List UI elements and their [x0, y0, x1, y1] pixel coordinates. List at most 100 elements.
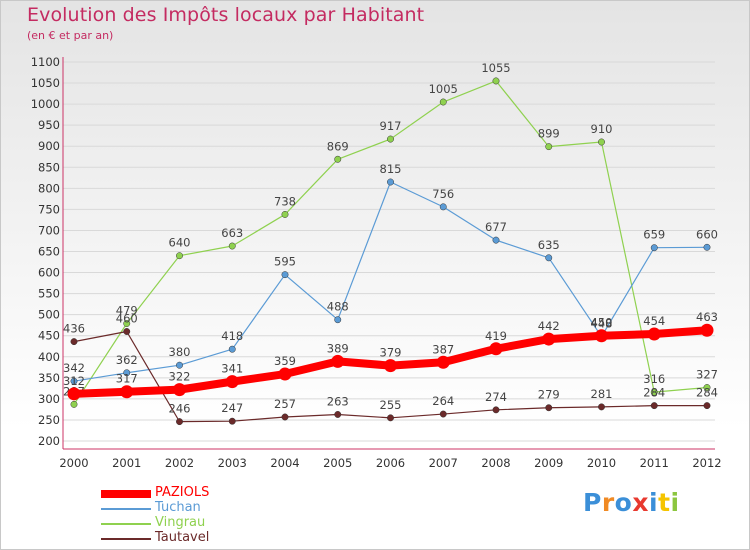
data-point	[334, 411, 342, 418]
data-label: 635	[538, 238, 560, 252]
x-tick-label: 2000	[59, 456, 88, 470]
logo-letter: t	[658, 488, 671, 517]
legend-label: Tuchan	[155, 500, 201, 515]
data-point	[123, 320, 131, 327]
y-tick-label: 450	[38, 329, 60, 343]
data-point	[331, 354, 345, 368]
data-label: 677	[485, 220, 507, 234]
data-point	[173, 383, 186, 397]
data-point	[123, 328, 131, 335]
data-label: 899	[538, 127, 560, 141]
x-tick-label: 2011	[640, 456, 669, 470]
data-point	[703, 402, 711, 410]
y-tick-label: 400	[38, 350, 60, 364]
data-point	[489, 342, 503, 356]
data-point	[492, 406, 500, 414]
data-point	[70, 377, 78, 385]
data-label: 327	[696, 368, 718, 382]
data-label: 660	[696, 227, 718, 241]
y-tick-label: 850	[38, 160, 60, 174]
data-point	[120, 385, 134, 399]
y-tick-label: 750	[38, 202, 60, 216]
data-label: 463	[696, 310, 718, 324]
logo-letter: i	[649, 488, 659, 517]
y-tick-label: 950	[38, 118, 60, 132]
data-label: 738	[274, 194, 296, 208]
logo-letter: i	[670, 488, 680, 517]
y-tick-label: 1050	[31, 76, 60, 90]
x-tick-label: 2006	[376, 456, 405, 470]
data-label: 659	[643, 228, 665, 242]
data-point	[647, 327, 661, 341]
legend-item: Tuchan	[101, 500, 261, 516]
y-tick-label: 250	[38, 413, 60, 427]
data-label: 389	[327, 341, 349, 355]
data-point	[281, 271, 289, 279]
legend-swatch	[101, 523, 151, 525]
data-label: 379	[380, 346, 402, 360]
data-point	[334, 155, 342, 163]
data-label: 317	[116, 372, 138, 386]
legend-item: Vingrau	[101, 515, 261, 531]
data-point	[650, 388, 658, 396]
data-point	[542, 332, 556, 346]
data-point	[176, 361, 183, 369]
data-point	[70, 400, 78, 408]
data-label: 322	[169, 370, 191, 384]
y-tick-label: 600	[38, 266, 60, 280]
data-label: 279	[538, 388, 560, 402]
y-tick-label: 550	[38, 287, 60, 301]
data-point	[436, 355, 450, 369]
legend-swatch	[101, 508, 151, 510]
data-point	[176, 252, 183, 260]
data-label: 910	[591, 122, 613, 136]
data-label: 442	[538, 319, 560, 333]
data-label: 312	[63, 374, 85, 388]
data-point	[545, 143, 553, 151]
legend-item: Tautavel	[101, 530, 261, 546]
data-point	[492, 77, 500, 85]
data-point	[228, 345, 236, 353]
data-label: 264	[432, 394, 454, 408]
data-point	[439, 410, 447, 418]
data-label: 387	[432, 342, 454, 356]
data-label: 247	[221, 401, 243, 415]
data-point	[700, 323, 714, 337]
data-label: 359	[274, 354, 296, 368]
data-label: 640	[169, 236, 191, 250]
logo-letter: P	[583, 488, 602, 517]
legend-label: Tautavel	[155, 530, 210, 545]
data-point	[70, 338, 78, 346]
y-tick-label: 350	[38, 371, 60, 385]
data-label: 316	[643, 372, 665, 386]
data-point	[439, 98, 447, 106]
logo-letter: o	[614, 488, 633, 517]
data-point	[387, 414, 394, 422]
x-tick-label: 2010	[587, 456, 616, 470]
y-tick-label: 200	[38, 434, 60, 448]
data-label: 362	[116, 353, 138, 367]
y-tick-label: 700	[38, 223, 60, 237]
y-tick-label: 1000	[31, 97, 60, 111]
x-tick-label: 2012	[692, 456, 721, 470]
data-label: 418	[221, 329, 243, 343]
data-point	[703, 243, 711, 251]
data-point	[545, 254, 553, 262]
data-label: 436	[63, 322, 85, 336]
proxiti-logo: Proxiti	[583, 488, 680, 517]
legend-label: PAZIOLS	[155, 485, 210, 500]
data-label: 460	[116, 312, 138, 326]
data-point	[439, 203, 447, 211]
data-label: 341	[221, 362, 243, 376]
y-tick-label: 650	[38, 245, 60, 259]
data-point	[598, 403, 605, 411]
logo-letter: r	[601, 488, 615, 517]
x-tick-label: 2002	[165, 456, 194, 470]
data-point	[278, 367, 292, 381]
data-point	[176, 418, 183, 426]
data-label: 342	[63, 361, 85, 375]
x-tick-label: 2008	[481, 456, 510, 470]
data-label: 284	[696, 386, 718, 400]
